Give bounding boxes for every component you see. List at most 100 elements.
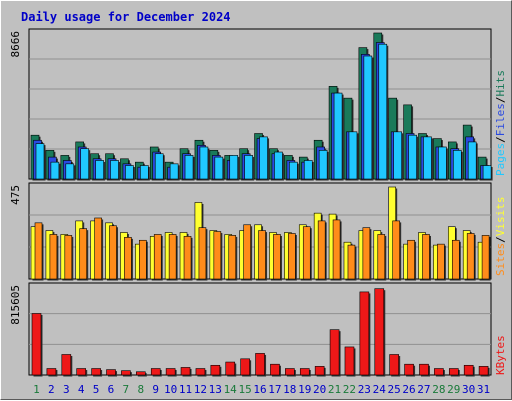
bar-pages-7 <box>125 165 134 180</box>
bar-kbytes-15 <box>240 358 250 376</box>
bar-kbytes-29 <box>448 368 459 376</box>
day-label-17: 17 <box>268 383 281 396</box>
bar-pages-8 <box>140 165 149 180</box>
max-label-hits-files-pages: 8666 <box>9 31 22 58</box>
bar-kbytes-25 <box>389 354 399 376</box>
day-label-3: 3 <box>63 383 70 396</box>
bar-sites-2 <box>49 234 58 280</box>
bar-sites-9 <box>153 234 162 280</box>
legend-kbytes: KBytes <box>494 335 507 375</box>
bar-pages-29 <box>452 150 462 180</box>
day-label-24: 24 <box>373 383 387 396</box>
bar-pages-9 <box>154 153 164 180</box>
bar-sites-21 <box>332 219 341 280</box>
day-label-8: 8 <box>137 383 144 396</box>
bar-pages-10 <box>169 163 179 180</box>
day-label-12: 12 <box>194 383 207 396</box>
bar-kbytes-21 <box>329 329 340 376</box>
bar-pages-1 <box>35 143 45 180</box>
bar-kbytes-8 <box>136 371 146 376</box>
bar-sites-6 <box>109 225 117 280</box>
bar-kbytes-19 <box>299 368 310 376</box>
bar-kbytes-26 <box>404 363 414 376</box>
day-label-20: 20 <box>313 383 326 396</box>
bar-kbytes-24 <box>374 288 385 376</box>
bar-sites-11 <box>183 236 192 280</box>
bar-kbytes-20 <box>314 366 325 376</box>
bar-kbytes-6 <box>106 369 116 376</box>
bar-sites-5 <box>94 217 102 280</box>
bar-kbytes-3 <box>61 354 72 376</box>
bar-sites-20 <box>317 220 326 280</box>
bar-kbytes-17 <box>270 363 280 376</box>
bar-sites-10 <box>168 234 177 280</box>
bar-kbytes-1 <box>31 313 42 376</box>
chart-title: Daily usage for December 2024 <box>21 10 231 24</box>
day-label-11: 11 <box>179 383 192 396</box>
bar-pages-15 <box>244 155 253 180</box>
day-label-31: 31 <box>477 383 490 396</box>
bar-pages-11 <box>184 155 194 180</box>
bar-sites-23 <box>362 227 371 280</box>
legend-visits: Visits <box>494 197 507 237</box>
bar-sites-16 <box>258 230 266 280</box>
legend-separator: / <box>494 97 507 104</box>
legend-hits-files-pages: Pages/Files/Hits <box>494 70 507 176</box>
bar-kbytes-18 <box>285 368 295 376</box>
bar-sites-26 <box>407 239 415 280</box>
bar-pages-2 <box>50 161 60 180</box>
day-label-9: 9 <box>152 383 159 396</box>
bar-kbytes-22 <box>344 346 355 376</box>
day-label-13: 13 <box>209 383 222 396</box>
bar-kbytes-14 <box>225 361 236 376</box>
bar-sites-30 <box>466 233 475 280</box>
bar-pages-31 <box>482 165 492 180</box>
bar-sites-17 <box>273 234 281 280</box>
day-label-7: 7 <box>123 383 130 396</box>
bar-kbytes-27 <box>419 363 429 376</box>
bar-kbytes-5 <box>91 368 101 376</box>
day-label-1: 1 <box>33 383 40 396</box>
bar-sites-19 <box>302 226 311 280</box>
day-label-14: 14 <box>224 383 238 396</box>
bar-pages-17 <box>274 151 283 180</box>
day-label-5: 5 <box>93 383 100 396</box>
bar-kbytes-12 <box>195 368 206 376</box>
bar-kbytes-2 <box>46 368 57 376</box>
legend-files: Files <box>494 103 507 136</box>
bar-sites-31 <box>481 235 490 280</box>
max-label-kbytes: 815605 <box>9 285 22 325</box>
day-label-15: 15 <box>238 383 251 396</box>
bar-kbytes-23 <box>359 291 370 376</box>
bar-kbytes-28 <box>434 368 444 376</box>
bar-pages-27 <box>423 136 432 180</box>
bar-kbytes-13 <box>210 364 221 376</box>
bar-pages-5 <box>95 160 104 180</box>
bar-sites-28 <box>437 243 445 280</box>
day-label-19: 19 <box>298 383 311 396</box>
bar-kbytes-7 <box>121 370 131 376</box>
bar-sites-24 <box>377 234 386 280</box>
legend-kbytes: KBytes <box>494 335 507 375</box>
bar-pages-23 <box>363 55 373 180</box>
bar-pages-25 <box>393 131 402 180</box>
bar-pages-13 <box>214 156 224 180</box>
bar-kbytes-16 <box>255 353 265 376</box>
bar-kbytes-11 <box>180 367 191 376</box>
bar-sites-14 <box>228 235 237 280</box>
bar-sites-27 <box>422 234 430 280</box>
legend-separator: / <box>494 236 507 243</box>
day-label-10: 10 <box>164 383 177 396</box>
legend-separator: / <box>494 136 507 143</box>
bar-pages-14 <box>229 155 239 180</box>
bar-sites-7 <box>124 237 132 280</box>
bar-kbytes-9 <box>150 368 161 376</box>
bar-pages-30 <box>467 141 477 180</box>
bar-sites-18 <box>288 233 296 280</box>
bar-sites-4 <box>79 228 88 280</box>
bar-pages-12 <box>199 146 209 180</box>
bar-pages-16 <box>259 136 268 180</box>
day-label-28: 28 <box>432 383 445 396</box>
